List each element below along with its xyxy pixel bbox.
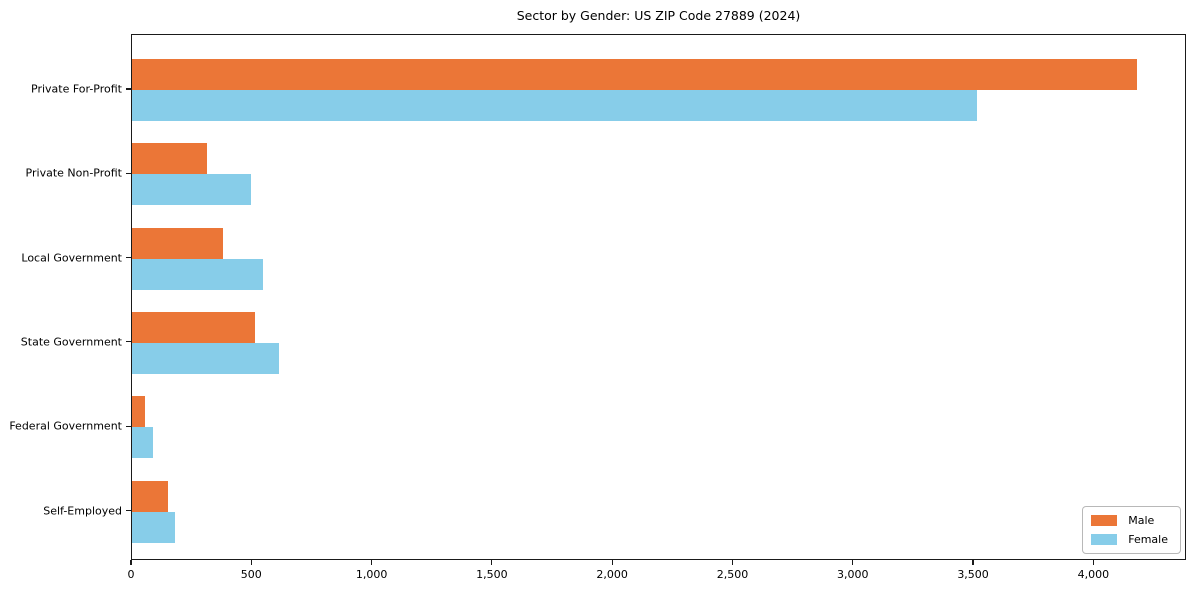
legend-swatch-female	[1091, 534, 1118, 545]
y-tick-mark	[126, 88, 131, 90]
bar-male-2	[132, 143, 207, 175]
y-tick-label: State Government	[20, 335, 122, 349]
x-tick-label: 3,000	[837, 568, 869, 581]
x-tick-mark	[1092, 560, 1094, 565]
y-tick-label: Federal Government	[9, 419, 122, 433]
x-tick-mark	[130, 560, 132, 565]
y-tick-label: Private For-Profit	[31, 82, 122, 96]
bar-female-3	[132, 258, 264, 290]
x-tick-mark	[972, 560, 974, 565]
x-tick-label: 0	[127, 568, 135, 581]
legend: Male Female	[1082, 506, 1181, 554]
x-tick-label: 4,000	[1077, 568, 1110, 581]
y-tick-label: Private Non-Profit	[25, 166, 122, 180]
legend-entry-female: Female	[1091, 533, 1168, 546]
bar-male-5	[132, 396, 146, 428]
x-tick-label: 500	[240, 568, 262, 581]
y-tick-mark	[126, 257, 131, 259]
legend-entry-male: Male	[1091, 514, 1168, 527]
x-tick-mark	[491, 560, 493, 565]
bar-female-2	[132, 174, 252, 206]
bar-male-1	[132, 59, 1137, 90]
x-tick-label: 1,000	[355, 568, 388, 581]
x-tick-label: 1,500	[476, 568, 508, 581]
chart-title: Sector by Gender: US ZIP Code 27889 (202…	[516, 8, 801, 23]
bar-female-1	[132, 90, 977, 121]
bar-female-4	[132, 342, 279, 374]
y-tick-mark	[126, 509, 131, 512]
x-tick-label: 2,500	[716, 568, 749, 581]
bar-male-4	[132, 311, 255, 343]
legend-swatch-male	[1091, 515, 1118, 526]
bar-male-3	[132, 227, 224, 259]
x-tick-label: 3,500	[957, 568, 989, 581]
y-tick-mark	[126, 341, 131, 343]
x-tick-mark	[611, 560, 613, 565]
legend-label: Male	[1128, 514, 1155, 527]
bar-female-6	[132, 511, 176, 543]
legend-label: Female	[1128, 533, 1168, 546]
y-tick-mark	[126, 172, 131, 174]
x-tick-mark	[731, 560, 734, 565]
x-tick-mark	[250, 560, 252, 565]
y-tick-mark	[126, 425, 131, 427]
y-tick-label: Local Government	[21, 251, 122, 265]
x-tick-mark	[370, 560, 373, 565]
y-tick-label: Self-Employed	[43, 504, 122, 517]
plot-area	[131, 34, 1186, 560]
x-tick-mark	[852, 560, 854, 565]
bar-male-6	[132, 480, 169, 512]
x-tick-label: 2,000	[596, 568, 628, 581]
bar-female-5	[132, 427, 153, 459]
